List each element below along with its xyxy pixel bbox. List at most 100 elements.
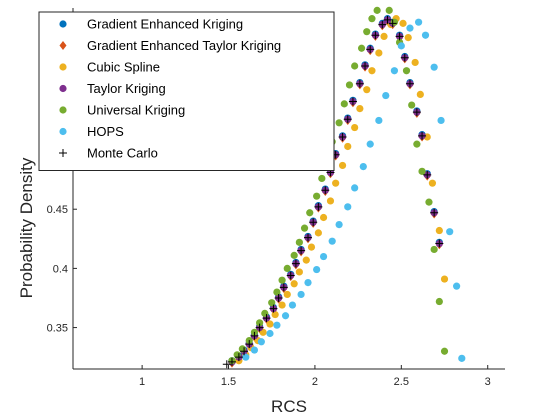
data-point <box>257 338 265 346</box>
data-point <box>428 179 437 187</box>
data-point <box>250 346 259 354</box>
legend-marker <box>59 20 67 28</box>
data-point <box>453 282 461 290</box>
data-point <box>319 213 328 222</box>
legend-label: Taylor Kriging <box>87 81 166 96</box>
data-point <box>338 133 347 142</box>
data-point <box>291 259 300 268</box>
data-point <box>440 275 449 283</box>
legend-marker <box>59 63 67 71</box>
data-point <box>313 265 321 274</box>
data-point <box>326 197 335 205</box>
data-point <box>344 203 352 211</box>
data-point <box>309 218 318 227</box>
legend-marker <box>59 84 67 93</box>
data-point <box>375 116 383 125</box>
data-point <box>313 192 321 200</box>
data-point <box>366 140 374 148</box>
legend: Gradient Enhanced Kriging Gradient Enhanc… <box>38 11 335 171</box>
data-point <box>328 237 336 245</box>
x-axis-label: RCS <box>271 397 307 416</box>
data-point <box>435 239 444 248</box>
data-point <box>314 202 323 211</box>
legend-item: HOPS <box>59 124 124 139</box>
data-point <box>430 208 439 217</box>
data-point <box>359 163 367 171</box>
legend-marker <box>59 41 67 50</box>
data-point <box>418 167 426 175</box>
data-point <box>366 45 375 54</box>
data-point <box>363 86 371 94</box>
data-point <box>304 278 312 287</box>
data-point <box>242 353 250 361</box>
x-tick-label: 2 <box>312 376 318 388</box>
data-point <box>408 101 416 109</box>
data-point <box>388 19 397 28</box>
data-point <box>274 293 283 302</box>
legend-item: Universal Kriging <box>59 103 185 118</box>
y-tick-label: 0.35 <box>47 323 68 335</box>
data-point <box>283 290 291 299</box>
data-point <box>283 264 291 272</box>
data-point <box>300 224 309 232</box>
data-point <box>286 271 295 280</box>
data-point <box>273 288 281 296</box>
data-point <box>273 321 281 329</box>
data-point <box>278 276 286 284</box>
data-point <box>319 252 328 261</box>
data-point <box>290 251 298 259</box>
data-point <box>363 28 371 36</box>
data-point <box>262 314 271 323</box>
data-point <box>245 340 254 349</box>
data-point <box>335 221 343 229</box>
legend-label: Universal Kriging <box>87 103 185 118</box>
y-tick-label: 0.4 <box>53 263 68 275</box>
data-point <box>318 174 326 183</box>
data-point <box>418 131 427 140</box>
data-point <box>368 67 376 75</box>
data-point <box>332 179 340 187</box>
legend-item: Gradient Enhanced Kriging <box>59 17 243 32</box>
legend-label: Gradient Enhanced Kriging <box>87 17 243 32</box>
legend-label: HOPS <box>87 124 124 139</box>
data-point <box>297 290 305 299</box>
legend-item: Cubic Spline <box>59 60 160 75</box>
data-point <box>351 184 359 192</box>
data-point <box>406 24 414 32</box>
data-point <box>297 246 306 255</box>
data-point <box>351 123 359 132</box>
data-point <box>288 301 297 309</box>
data-point <box>430 245 438 254</box>
data-point <box>351 62 359 70</box>
data-point <box>395 32 404 41</box>
legend-marker <box>59 127 67 136</box>
data-point <box>412 108 421 117</box>
legend-item: Gradient Enhanced Taylor Kriging <box>59 38 281 53</box>
data-point <box>344 142 352 151</box>
x-axis-ticks: 1 1.5 2 2.5 3 <box>139 365 491 388</box>
data-point <box>378 20 387 29</box>
data-point <box>380 32 388 41</box>
data-point <box>402 67 411 75</box>
data-point <box>302 256 310 264</box>
data-point <box>361 61 370 70</box>
data-point <box>405 79 414 88</box>
x-tick-label: 2.5 <box>394 376 409 388</box>
data-point <box>304 233 313 242</box>
data-point <box>413 140 421 148</box>
data-point <box>446 228 454 236</box>
data-point <box>222 360 231 369</box>
series-5 <box>242 18 466 362</box>
legend-label: Gradient Enhanced Taylor Kriging <box>87 38 281 53</box>
data-point <box>421 31 430 39</box>
data-point <box>250 331 259 340</box>
data-point <box>234 353 243 362</box>
data-point <box>399 19 407 27</box>
data-point <box>385 6 393 14</box>
data-point <box>306 209 314 217</box>
legend-label: Monte Carlo <box>87 146 158 161</box>
data-point <box>382 91 390 100</box>
data-point <box>356 105 364 113</box>
data-point <box>373 6 381 14</box>
